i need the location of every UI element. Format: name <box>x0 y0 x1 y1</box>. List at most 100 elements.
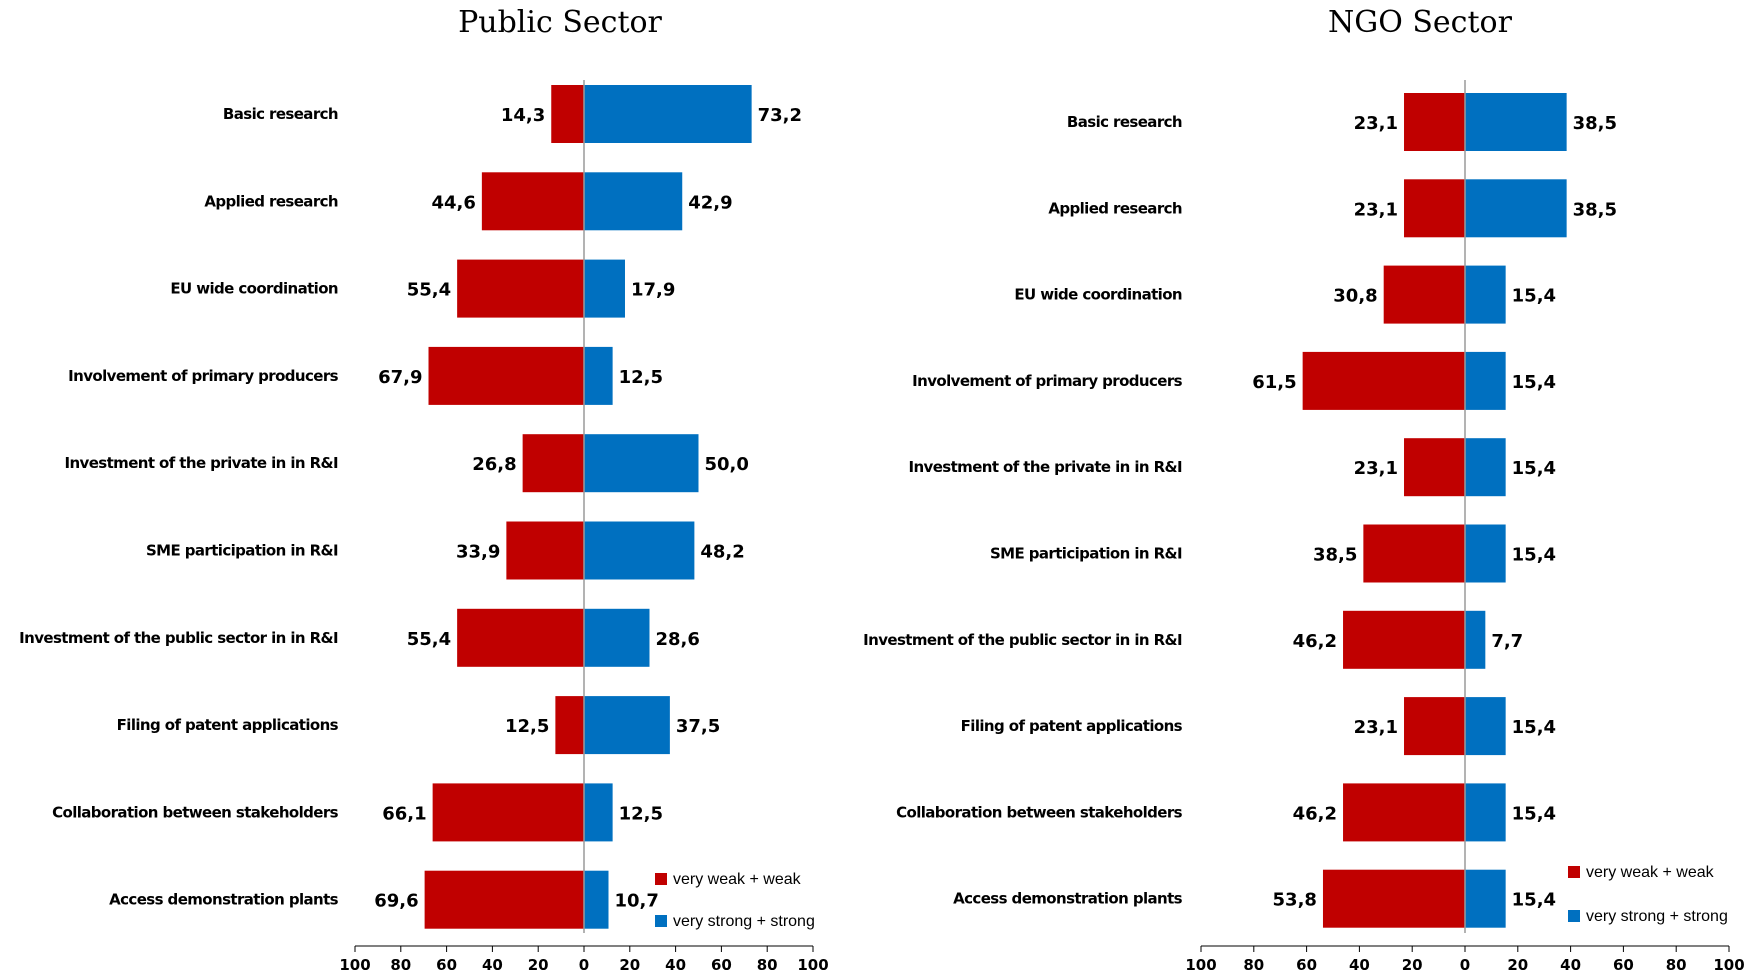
x-tick-label: 20 <box>1507 956 1528 974</box>
bar-weak <box>1383 265 1465 324</box>
data-label-strong: 38,5 <box>1573 113 1617 134</box>
x-tick-label: 40 <box>482 956 503 974</box>
data-label-weak: 53,8 <box>1273 890 1317 911</box>
data-label-strong: 15,4 <box>1512 890 1556 911</box>
x-tick-label: 100 <box>339 956 370 974</box>
bar-weak <box>506 521 584 580</box>
data-label-weak: 23,1 <box>1354 199 1398 220</box>
data-label-strong: 15,4 <box>1512 458 1556 479</box>
bar-weak <box>428 346 584 405</box>
chart-title: NGO Sector <box>1328 5 1513 40</box>
bar-strong <box>1465 869 1506 928</box>
data-label-strong: 38,5 <box>1573 199 1617 220</box>
x-tick-label: 100 <box>1185 956 1216 974</box>
data-label-weak: 55,4 <box>407 280 451 301</box>
data-label-weak: 61,5 <box>1252 372 1296 393</box>
bar-strong <box>584 259 625 318</box>
chart-title: Public Sector <box>458 5 662 40</box>
category-label: Investment of the private in in R&I <box>64 454 338 472</box>
bar-strong <box>1465 610 1486 669</box>
data-label-weak: 66,1 <box>382 803 426 824</box>
bar-weak <box>481 172 584 231</box>
category-label: Basic research <box>1067 113 1182 131</box>
bar-strong <box>584 608 650 667</box>
category-label: Investment of the private in in R&I <box>908 458 1182 476</box>
x-tick-label: 40 <box>1560 956 1581 974</box>
x-tick-label: 60 <box>1613 956 1634 974</box>
data-label-weak: 67,9 <box>378 367 422 388</box>
bar-weak <box>457 608 584 667</box>
bar-weak <box>1363 524 1465 583</box>
legend-label-strong: very strong + strong <box>673 913 815 930</box>
category-label: Investment of the public sector in in R&… <box>863 631 1182 649</box>
data-label-weak: 30,8 <box>1333 286 1377 307</box>
x-tick-label: 20 <box>619 956 640 974</box>
legend-swatch-weak <box>1568 866 1580 878</box>
category-label: EU wide coordination <box>170 280 338 298</box>
bar-weak <box>522 434 584 493</box>
data-label-weak: 69,6 <box>374 891 418 912</box>
bar-strong <box>1465 179 1567 238</box>
category-label: Access demonstration plants <box>953 890 1183 908</box>
bar-weak <box>432 783 584 842</box>
data-label-strong: 17,9 <box>631 280 675 301</box>
x-tick-label: 100 <box>1713 956 1744 974</box>
category-label: Investment of the public sector in in R&… <box>19 629 338 647</box>
data-label-weak: 23,1 <box>1354 458 1398 479</box>
x-tick-label: 0 <box>1460 956 1470 974</box>
category-label: Basic research <box>223 105 338 123</box>
bar-weak <box>1343 610 1465 669</box>
data-label-weak: 26,8 <box>472 454 516 475</box>
x-tick-label: 80 <box>390 956 411 974</box>
data-label-strong: 28,6 <box>655 629 699 650</box>
bar-strong <box>1465 93 1567 151</box>
data-label-strong: 15,4 <box>1512 803 1556 824</box>
category-label: Collaboration between stakeholders <box>52 803 339 821</box>
legend-label-strong: very strong + strong <box>1586 908 1728 925</box>
category-label: EU wide coordination <box>1014 286 1182 304</box>
data-label-strong: 73,2 <box>758 105 802 126</box>
data-label-weak: 14,3 <box>501 105 545 126</box>
category-label: Access demonstration plants <box>109 891 339 909</box>
data-label-weak: 23,1 <box>1354 717 1398 738</box>
bar-strong <box>584 870 609 929</box>
bar-weak <box>555 696 584 755</box>
data-label-weak: 55,4 <box>407 629 451 650</box>
bar-weak <box>1302 351 1465 410</box>
data-label-strong: 12,5 <box>619 803 663 824</box>
bar-weak <box>1343 783 1465 842</box>
x-tick-label: 60 <box>436 956 457 974</box>
data-label-weak: 46,2 <box>1293 803 1337 824</box>
category-label: Collaboration between stakeholders <box>896 803 1183 821</box>
category-label: Involvement of primary producers <box>68 367 339 385</box>
data-label-strong: 15,4 <box>1512 545 1556 566</box>
data-label-strong: 15,4 <box>1512 286 1556 307</box>
bar-strong <box>584 783 613 842</box>
x-tick-label: 80 <box>1666 956 1687 974</box>
x-tick-label: 20 <box>1402 956 1423 974</box>
category-label: Applied research <box>204 192 338 210</box>
category-label: SME participation in R&I <box>146 542 338 560</box>
bar-strong <box>1465 438 1506 497</box>
data-label-strong: 15,4 <box>1512 717 1556 738</box>
data-label-weak: 38,5 <box>1313 545 1357 566</box>
bar-weak <box>1404 697 1465 756</box>
data-label-strong: 7,7 <box>1491 631 1523 652</box>
category-label: Applied research <box>1048 199 1182 217</box>
data-label-strong: 48,2 <box>700 542 744 563</box>
data-label-weak: 44,6 <box>431 192 475 213</box>
data-label-weak: 23,1 <box>1354 113 1398 134</box>
bar-strong <box>1465 351 1506 410</box>
legend-swatch-weak <box>655 873 667 885</box>
data-label-weak: 46,2 <box>1293 631 1337 652</box>
category-label: Involvement of primary producers <box>912 372 1183 390</box>
bar-strong <box>584 346 613 405</box>
bar-weak <box>1404 438 1465 497</box>
data-label-weak: 33,9 <box>456 542 500 563</box>
bar-weak <box>1322 869 1465 928</box>
legend-swatch-strong <box>1568 910 1580 922</box>
bar-strong <box>1465 783 1506 842</box>
data-label-strong: 10,7 <box>615 891 659 912</box>
x-tick-label: 20 <box>528 956 549 974</box>
bar-strong <box>584 521 695 580</box>
